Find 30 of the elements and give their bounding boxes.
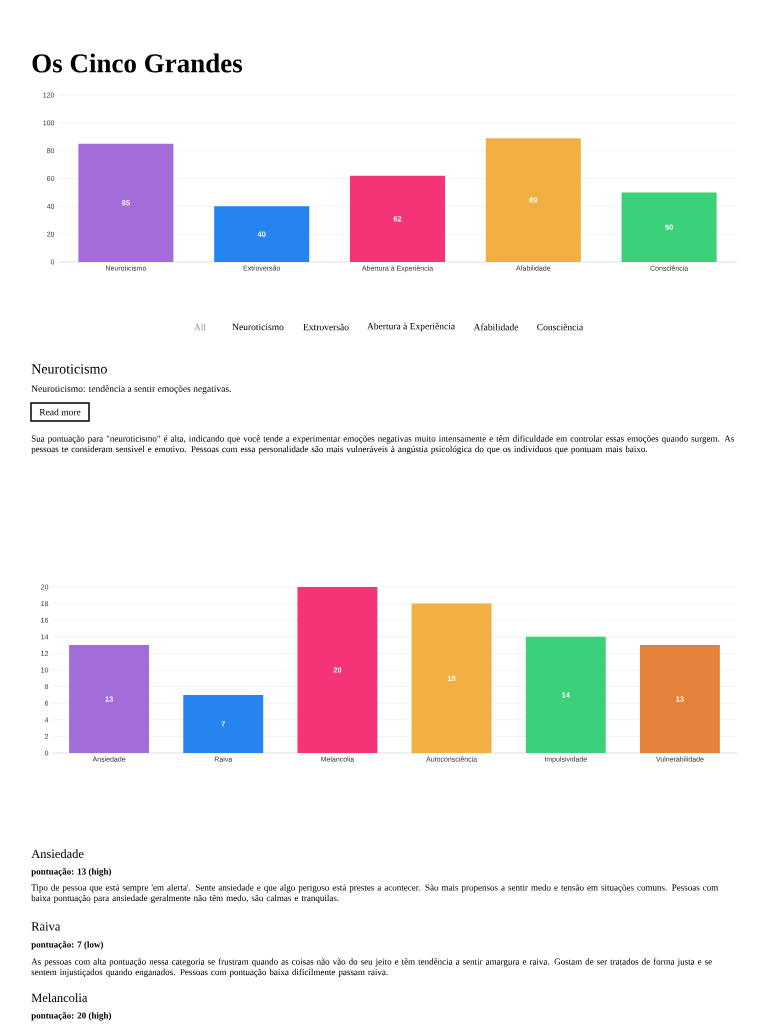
text: Ansiedade <box>31 849 84 859</box>
bar <box>525 636 606 754</box>
text: As pessoas com alta pontuação nessa categoria se frustram quando as coisas não vão do seu jeito e têm tendência a sentir amargura e raiva. Gostam de ser tratados de forma justa e se sentem injustiçados quando enganados. Pessoas com pontuação baixa dificilmente passam raiva. <box>31 958 712 977</box>
text: Neuroticismo: tendência a sentir emoções negativas. <box>31 385 231 394</box>
bar <box>639 645 720 754</box>
text: Raiva <box>31 922 61 931</box>
text: Abertura à Experiência <box>367 322 455 332</box>
text: Consciência <box>537 323 584 331</box>
text: Neuroticismo <box>232 323 284 331</box>
text: Tipo de pessoa que está sempre 'em alerta'. Sente ansiedade e que algo perigoso está prestes a acontecer. São mais propensos a sentir medo e tensão em situações comuns. Pessoas com baixa pontuação para ansiedade geralmente não têm medo, são calmas e tranquilas. <box>31 884 719 903</box>
bar <box>411 603 492 754</box>
bar <box>78 143 174 262</box>
text: All <box>194 323 206 331</box>
bar <box>485 138 581 262</box>
bar <box>69 645 150 754</box>
text: pontuação: 20 (high) <box>31 1012 112 1021</box>
text: Extroversão <box>303 323 349 331</box>
bar <box>297 587 378 754</box>
bar <box>621 192 717 262</box>
bar <box>214 206 310 262</box>
bar <box>183 694 264 754</box>
text: Afabilidade <box>473 323 519 331</box>
text: pontuação: 7 (low) <box>31 941 104 950</box>
bar <box>349 175 446 262</box>
text: Neuroticismo <box>31 364 107 374</box>
text: Sua pontuação para "neuroticismo" é alta, indicando que você tende a experimentar emoções negativas muito intensamente e têm dificuldade em controlar essas emoções quando surgem. As pessoas te consideram sensível e emotivo. Pessoas com essa personalidade são mais vulneráveis à angústia psicológica do que os indivíduos que pontuam mais baixo. <box>31 435 734 454</box>
chart-title: Os Cinco Grandes <box>32 53 243 73</box>
text: pontuação: 13 (high) <box>31 868 112 877</box>
text: Read more <box>39 408 81 416</box>
text: Melancolia <box>31 993 88 1003</box>
